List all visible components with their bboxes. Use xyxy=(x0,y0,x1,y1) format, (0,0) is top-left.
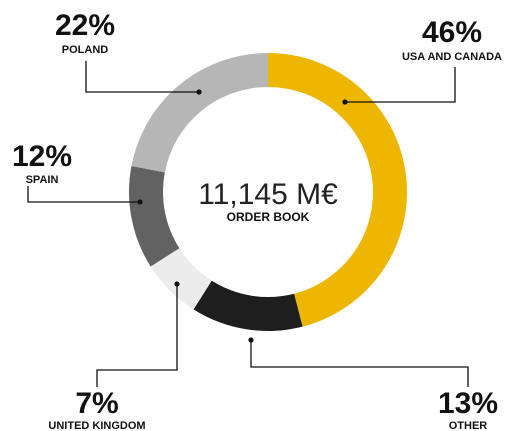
leader-line-poland xyxy=(85,61,199,93)
slice-spain-percent: 12% xyxy=(12,140,72,173)
leader-line-usa-canada xyxy=(345,67,456,103)
slice-spain-label: SPAIN xyxy=(26,174,59,186)
leader-dot-poland xyxy=(196,89,202,95)
leader-line-spain xyxy=(27,186,140,203)
slice-usa-canada-percent: 46% xyxy=(422,16,482,49)
donut-slices xyxy=(129,53,407,331)
slice-spain xyxy=(129,165,180,267)
leader-lines xyxy=(27,61,469,387)
slice-other-percent: 13% xyxy=(438,387,498,420)
leader-line-other xyxy=(250,340,469,387)
slice-uk-label: UNITED KINGDOM xyxy=(48,420,145,431)
leader-dot-uk xyxy=(174,281,180,287)
slice-poland-label: POLAND xyxy=(62,44,109,56)
slice-usa-canada-label: USA AND CANADA xyxy=(402,51,502,63)
slice-uk xyxy=(150,248,212,310)
slice-poland-percent: 22% xyxy=(55,9,115,42)
leader-dot-usa-canada xyxy=(342,99,348,105)
slice-uk-percent: 7% xyxy=(75,387,118,420)
slice-other xyxy=(193,280,303,331)
leader-dot-spain xyxy=(137,199,143,205)
slice-poland xyxy=(131,53,268,173)
leader-line-uk xyxy=(96,284,178,387)
leader-dot-other xyxy=(248,337,254,343)
center-total: 11,145 M€ xyxy=(198,178,338,211)
center-label: ORDER BOOK xyxy=(227,210,310,224)
slice-usa-canada xyxy=(268,53,407,327)
slice-other-label: OTHER xyxy=(449,420,488,431)
